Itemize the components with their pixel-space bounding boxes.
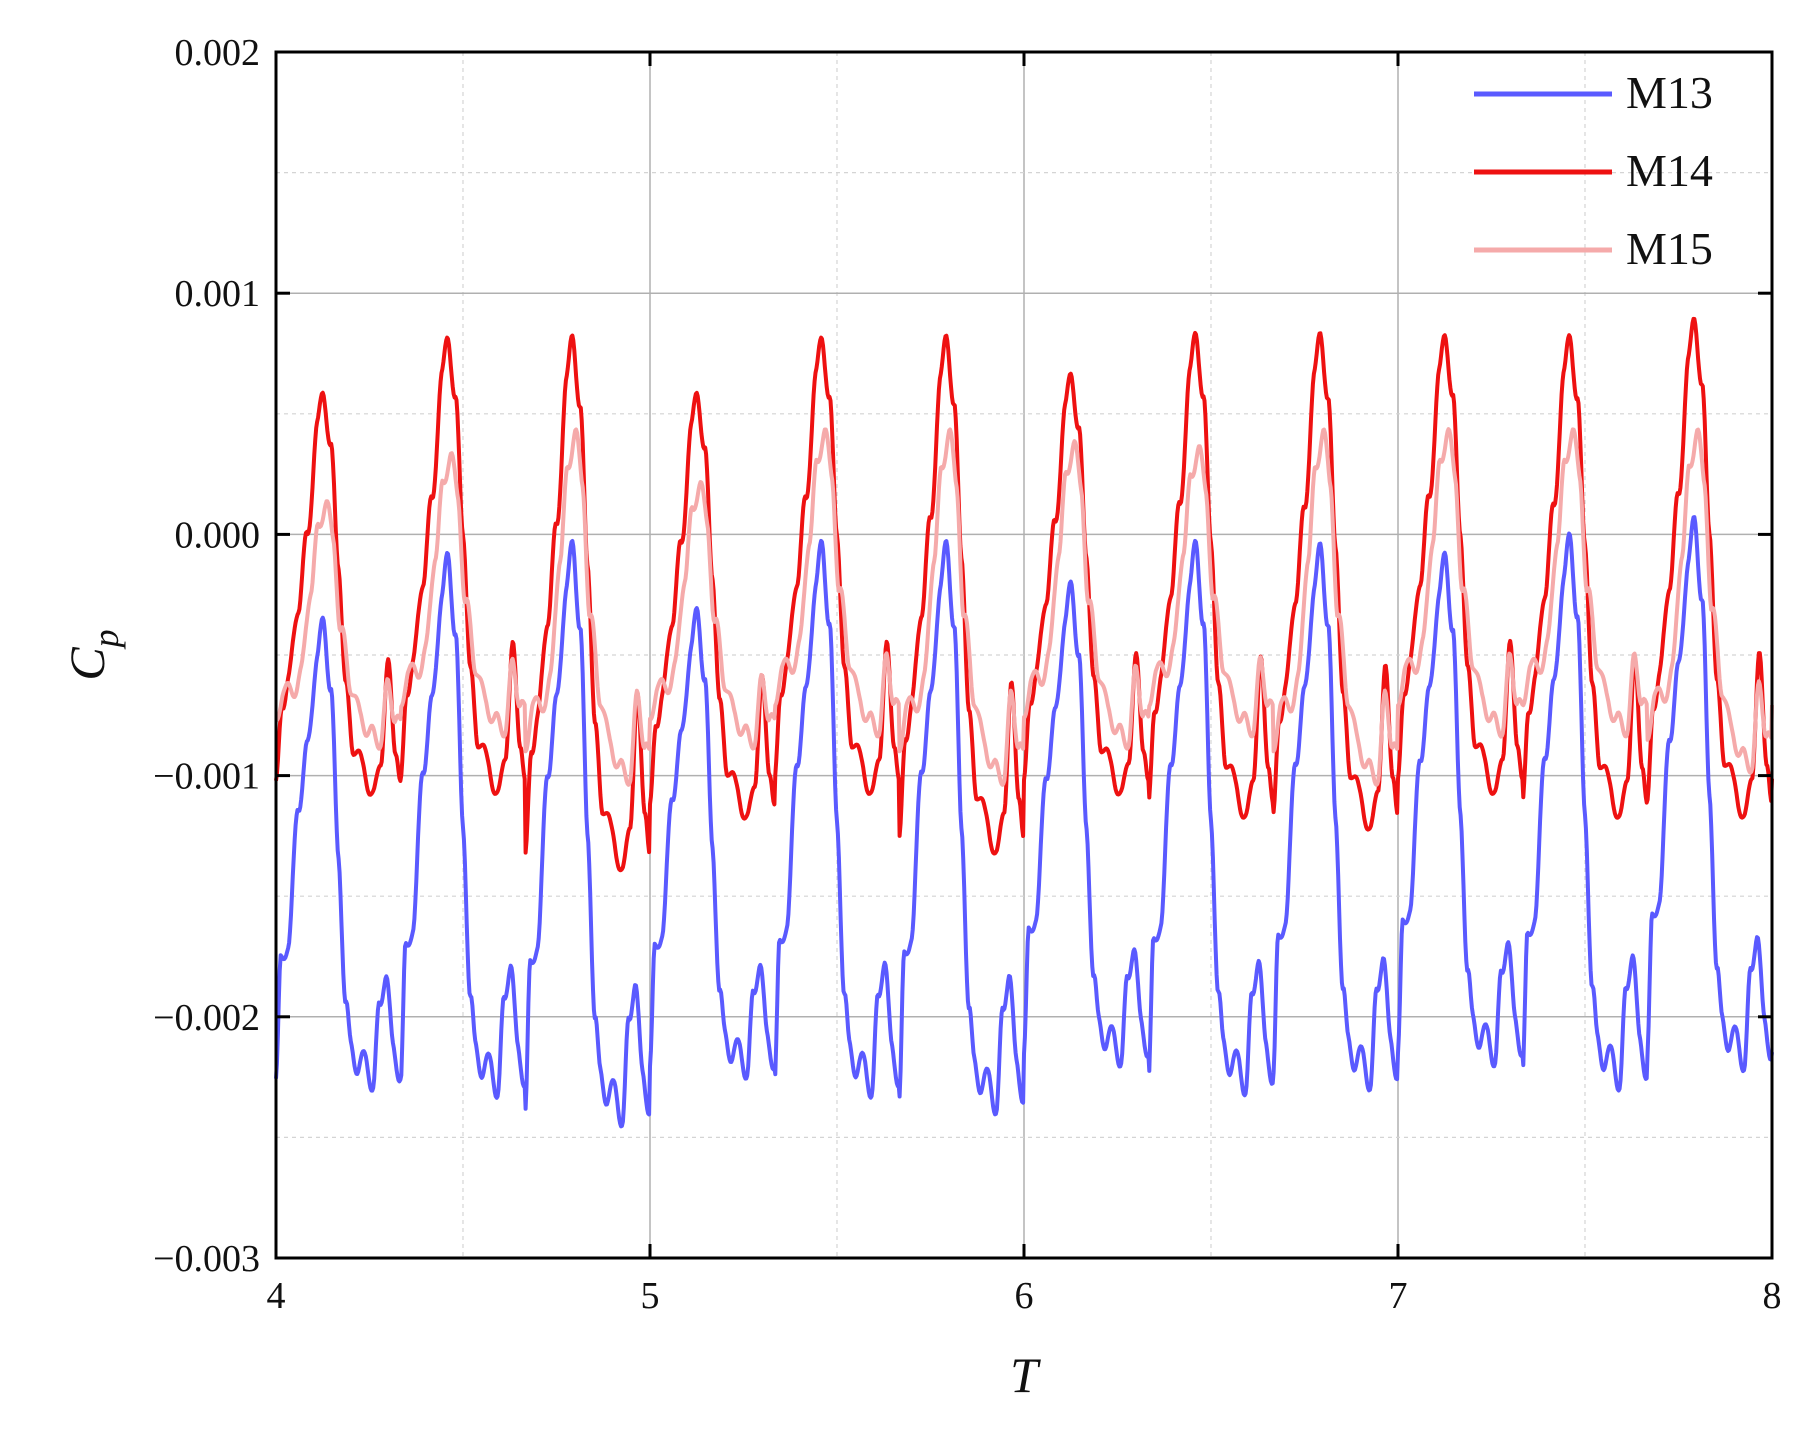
legend: M13 M14 M15 [1474, 67, 1713, 274]
series-line-m14 [274, 316, 1774, 873]
legend-label-m14: M14 [1626, 145, 1713, 196]
series-layer [274, 316, 1774, 1129]
series-line-m13 [274, 515, 1774, 1129]
y-tick-label: −0.001 [153, 756, 260, 798]
x-tick-label: 7 [1389, 1275, 1408, 1317]
x-tick-label: 5 [641, 1275, 660, 1317]
x-tick-label: 4 [267, 1275, 286, 1317]
legend-label-m15: M15 [1626, 223, 1713, 274]
y-axis-title-main: C [59, 647, 115, 681]
y-axis-title: Cp [59, 629, 126, 680]
tick-labels: 4 5 6 7 8 −0.003 −0.002 −0.001 0.000 0.001 0.002 [153, 32, 1781, 1317]
y-tick-label: −0.003 [153, 1238, 260, 1280]
x-tick-label: 6 [1015, 1275, 1034, 1317]
y-tick-label: −0.002 [153, 997, 260, 1039]
y-tick-label: 0.002 [175, 32, 261, 74]
y-tick-label: 0.000 [175, 514, 261, 556]
y-tick-label: 0.001 [175, 273, 261, 315]
x-axis-title: T [1010, 1347, 1041, 1403]
legend-label-m13: M13 [1626, 67, 1713, 118]
x-tick-label: 8 [1763, 1275, 1782, 1317]
series-line-m15 [274, 427, 1774, 787]
axis-ticks [274, 50, 1774, 1260]
y-axis-title-subscript: p [86, 629, 126, 650]
